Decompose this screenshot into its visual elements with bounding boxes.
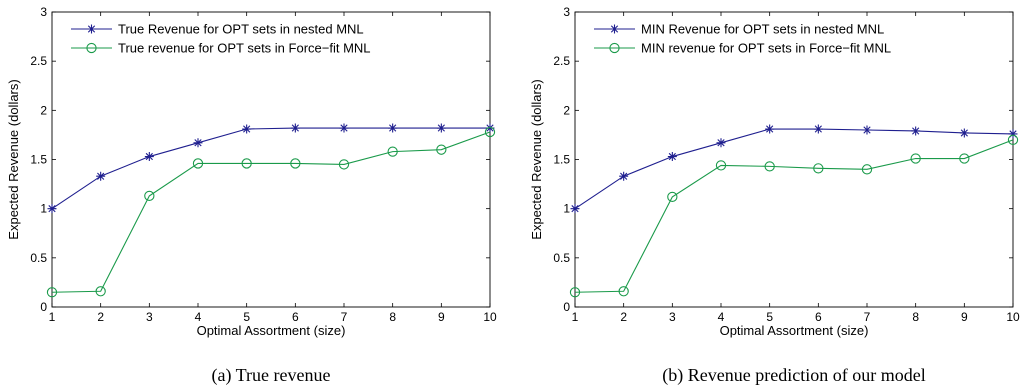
plot-area-frame (574, 11, 1014, 308)
x-tick-label: 6 (815, 310, 822, 324)
x-tick-label: 5 (243, 310, 250, 324)
data-point-circle (910, 153, 921, 164)
series-line-2 (51, 131, 491, 293)
data-point-star (193, 138, 203, 148)
x-tick-label: 2 (620, 310, 627, 324)
data-point-circle (95, 286, 106, 297)
data-point-star (911, 126, 921, 136)
legend-star-marker (87, 24, 96, 34)
x-tick-label: 6 (292, 310, 299, 324)
data-point-star (959, 128, 969, 138)
x-tick-label: 3 (669, 310, 676, 324)
data-point-star (339, 123, 349, 133)
chart-panel-a: 1 2 3 4 5 6 7 8 9 10 0 0.5 1 1.5 2 2.5 3 Optimal Assortme… (6, 5, 497, 386)
chart-panel-b: 1 2 3 4 5 6 7 8 9 10 0 0.5 1 1.5 2 2.5 3 Optimal Assortme… (529, 5, 1020, 386)
legend-circle-marker (86, 42, 97, 54)
y-tick-label: 3 (40, 5, 47, 19)
x-tick-label: 8 (389, 310, 396, 324)
x-tick-label: 3 (146, 310, 153, 324)
x-tick-label: 8 (912, 310, 919, 324)
data-point-circle (144, 190, 155, 202)
x-tick-label: 4 (718, 310, 725, 324)
data-point-circle (959, 153, 970, 164)
data-point-circle (1007, 134, 1019, 145)
data-point-star (570, 204, 580, 214)
data-point-star (436, 123, 446, 133)
data-point-star (96, 171, 106, 181)
data-point-circle (192, 158, 204, 169)
x-tick-label: 7 (341, 310, 348, 324)
x-axis-label: Optimal Assortment (size) (720, 323, 869, 338)
x-tick-label: 1 (49, 310, 56, 324)
data-point-circle (667, 191, 678, 203)
data-point-star (619, 171, 629, 181)
y-tick-label: 2.5 (553, 54, 570, 68)
y-tick-label: 1.5 (30, 153, 47, 167)
x-tick-label: 9 (961, 310, 968, 324)
y-tick-label: 1 (563, 202, 570, 216)
data-point-circle (436, 144, 447, 155)
data-point-circle (715, 160, 727, 171)
legend-entry: True Revenue for OPT sets in nested MNL (118, 22, 364, 37)
figure-caption: (a) True revenue (212, 365, 331, 386)
data-point-star (47, 204, 57, 214)
data-point-circle (813, 163, 824, 174)
data-point-circle (618, 286, 629, 297)
data-point-star (144, 152, 154, 162)
data-point-star (716, 138, 726, 148)
data-point-star (862, 125, 872, 135)
y-tick-label: 2 (40, 103, 47, 117)
x-tick-label: 1 (572, 310, 579, 324)
y-tick-label: 0 (40, 300, 47, 314)
data-point-star (667, 152, 677, 162)
data-point-circle (46, 287, 58, 298)
y-tick-label: 0.5 (553, 251, 570, 265)
y-axis-label: Expected Revenue (dollars) (529, 79, 544, 239)
x-tick-label: 10 (1006, 310, 1020, 324)
data-point-star (1008, 129, 1018, 139)
figure-caption: (b) Revenue prediction of our model (662, 365, 925, 386)
x-tick-label: 5 (766, 310, 773, 324)
legend-entry: MIN revenue for OPT sets in Force−fit MN… (641, 41, 891, 56)
series-line-1 (51, 127, 490, 210)
data-point-circle (861, 164, 873, 175)
legend-star-marker (610, 24, 619, 34)
y-tick-label: 3 (563, 5, 570, 19)
data-point-circle (290, 158, 301, 169)
y-tick-label: 2.5 (30, 54, 47, 68)
legend-entry: MIN Revenue for OPT sets in nested MNL (641, 22, 884, 37)
data-point-circle (484, 126, 496, 138)
plot-area-frame (51, 11, 491, 308)
y-tick-label: 1.5 (553, 153, 570, 167)
data-point-circle (387, 146, 398, 157)
data-point-star (765, 124, 775, 134)
y-axis-label: Expected Revenue (dollars) (6, 79, 21, 239)
x-tick-label: 4 (195, 310, 202, 324)
y-tick-label: 0 (563, 300, 570, 314)
series-line-1 (574, 128, 1014, 210)
data-point-star (290, 123, 300, 133)
y-tick-label: 0.5 (30, 251, 47, 265)
x-axis-label: Optimal Assortment (size) (197, 323, 346, 338)
x-tick-label: 7 (864, 310, 871, 324)
legend-entry: True revenue for OPT sets in Force−fit M… (118, 41, 371, 56)
data-point-circle (569, 287, 581, 298)
y-tick-label: 1 (40, 202, 47, 216)
data-point-circle (338, 159, 350, 170)
x-tick-label: 9 (438, 310, 445, 324)
data-point-circle (764, 161, 775, 172)
x-tick-label: 2 (97, 310, 104, 324)
data-point-star (813, 124, 823, 134)
data-point-circle (241, 158, 252, 169)
legend-circle-marker (609, 42, 620, 54)
y-tick-label: 2 (563, 103, 570, 117)
data-point-star (485, 123, 495, 133)
x-tick-label: 10 (483, 310, 497, 324)
data-point-star (242, 124, 252, 134)
series-line-2 (574, 139, 1014, 293)
data-point-star (388, 123, 398, 133)
